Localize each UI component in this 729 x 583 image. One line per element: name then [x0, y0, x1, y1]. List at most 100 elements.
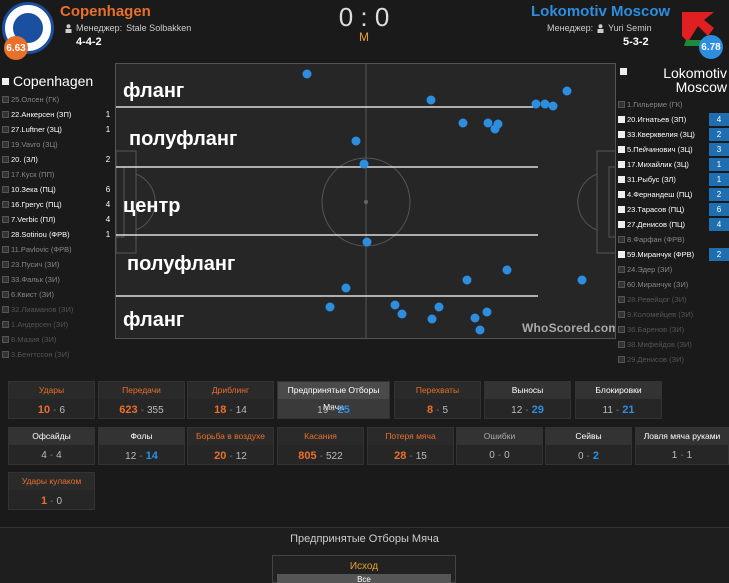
player-checkbox[interactable] [618, 176, 625, 183]
stat-box[interactable]: Фолы 12-14 [98, 427, 185, 465]
away-player-row[interactable]: 60.Миранчук (ЗИ) [618, 277, 729, 292]
stat-label: Борьба в воздухе [188, 428, 273, 445]
stat-box[interactable]: Сейвы 0-2 [545, 427, 632, 465]
home-player-row[interactable]: 33.Фальк (ЗИ) [2, 272, 114, 287]
player-checkbox[interactable] [2, 336, 9, 343]
home-player-row[interactable]: 10.Зека (ПЦ) 6 [2, 182, 114, 197]
stat-box[interactable]: Ловля мяча руками 1-1 [635, 427, 729, 465]
stat-box[interactable]: Удары 10-6 [8, 381, 95, 419]
stat-box[interactable]: Выносы 12-29 [484, 381, 571, 419]
stat-box[interactable]: Предпринятые Отборы Мяча 19-25 [277, 381, 390, 419]
player-checkbox[interactable] [618, 341, 625, 348]
outcome-filter-select[interactable]: Все [277, 574, 451, 583]
player-checkbox[interactable] [2, 291, 9, 298]
home-player-row[interactable]: 8.Мазия (ЗИ) [2, 332, 114, 347]
player-checkbox[interactable] [2, 171, 9, 178]
stat-box[interactable]: Офсайды 4-4 [8, 427, 95, 465]
home-player-row[interactable]: 23.Пусич (ЗИ) [2, 257, 114, 272]
away-player-row[interactable]: 24.Эдер (ЗИ) [618, 262, 729, 277]
stat-box[interactable]: Удары кулаком 1-0 [8, 472, 95, 510]
away-player-row[interactable]: 31.Рыбус (ЗЛ) 1 [618, 172, 729, 187]
away-player-row[interactable]: 33.Кверквелия (ЗЦ) 2 [618, 127, 729, 142]
away-player-row[interactable]: 23.Тарасов (ПЦ) 6 [618, 202, 729, 217]
stat-box[interactable]: Передачи 623-355 [98, 381, 185, 419]
home-player-row[interactable]: 7.Verbic (ПЛ) 4 [2, 212, 114, 227]
player-checkbox[interactable] [2, 96, 9, 103]
player-checkbox[interactable] [618, 326, 625, 333]
player-checkbox[interactable] [2, 201, 9, 208]
home-player-row[interactable]: 28.Sotiriou (ФРВ) 1 [2, 227, 114, 242]
stat-values: 0-0 [457, 450, 542, 461]
away-player-row[interactable]: 4.Фернандеш (ПЦ) 2 [618, 187, 729, 202]
home-player-row[interactable]: 32.Лиаманов (ЗИ) [2, 302, 114, 317]
away-player-row[interactable]: 5.Пейчинович (ЗЦ) 3 [618, 142, 729, 157]
away-player-row[interactable]: 28.Ревейцог (ЗИ) [618, 292, 729, 307]
away-team-name[interactable]: Lokomotiv Moscow [531, 3, 671, 20]
away-player-row[interactable]: 29.Денисов (ЗИ) [618, 352, 729, 367]
away-player-row[interactable]: 1.Гильерме (ГК) [618, 97, 729, 112]
player-checkbox[interactable] [2, 351, 9, 358]
player-checkbox[interactable] [618, 281, 625, 288]
home-lineup-checkbox[interactable] [2, 77, 9, 85]
player-checkbox[interactable] [618, 251, 625, 258]
player-checkbox[interactable] [618, 296, 625, 303]
player-checkbox[interactable] [618, 146, 625, 153]
player-checkbox[interactable] [618, 116, 625, 123]
stat-box[interactable]: Борьба в воздухе 20-12 [187, 427, 274, 465]
player-checkbox[interactable] [618, 206, 625, 213]
stat-box[interactable]: Касания 805-522 [277, 427, 364, 465]
home-player-row[interactable]: 16.Грегус (ПЦ) 4 [2, 197, 114, 212]
home-team-name[interactable]: Copenhagen [60, 3, 151, 20]
player-checkbox[interactable] [2, 111, 9, 118]
stat-box[interactable]: Потеря мяча 28-15 [367, 427, 454, 465]
stat-box[interactable]: Блокировки 11-21 [575, 381, 662, 419]
away-player-row[interactable]: 59.Миранчук (ФРВ) 2 [618, 247, 729, 262]
stat-box[interactable]: Дриблинг 18-14 [187, 381, 274, 419]
away-player-row[interactable]: 9.Коломейцев (ЗИ) [618, 307, 729, 322]
stat-values: 4-4 [9, 450, 94, 461]
player-checkbox[interactable] [2, 246, 9, 253]
player-checkbox[interactable] [2, 126, 9, 133]
home-player-row[interactable]: 11.Pavlovic (ФРВ) [2, 242, 114, 257]
player-checkbox[interactable] [2, 261, 9, 268]
player-checkbox[interactable] [618, 236, 625, 243]
player-checkbox[interactable] [618, 131, 625, 138]
away-player-row[interactable]: 27.Денисов (ПЦ) 4 [618, 217, 729, 232]
home-player-row[interactable]: 3.Бенгтссон (ЗИ) [2, 347, 114, 362]
player-checkbox[interactable] [2, 216, 9, 223]
away-lineup-checkbox[interactable] [620, 68, 627, 75]
home-player-row[interactable]: 27.Luftner (ЗЦ) 1 [2, 122, 114, 137]
player-checkbox[interactable] [2, 141, 9, 148]
away-player-row[interactable]: 17.Михайлик (ЗЦ) 1 [618, 157, 729, 172]
player-checkbox[interactable] [618, 221, 625, 228]
player-checkbox[interactable] [618, 311, 625, 318]
home-player-row[interactable]: 6.Квист (ЗИ) [2, 287, 114, 302]
stat-box[interactable]: Перехваты 8-5 [394, 381, 481, 419]
away-lineup-title: Lokomotiv Moscow [618, 66, 729, 94]
player-checkbox[interactable] [618, 356, 625, 363]
player-checkbox[interactable] [2, 156, 9, 163]
player-checkbox[interactable] [2, 186, 9, 193]
player-checkbox[interactable] [2, 231, 9, 238]
home-player-row[interactable]: 25.Олсен (ГК) [2, 92, 114, 107]
player-checkbox[interactable] [2, 276, 9, 283]
home-player-row[interactable]: 22.Анкерсен (ЗП) 1 [2, 107, 114, 122]
player-checkbox[interactable] [618, 191, 625, 198]
home-player-row[interactable]: 19.Vavro (ЗЦ) [2, 137, 114, 152]
stat-label: Блокировки [576, 382, 661, 399]
home-player-row[interactable]: 1.Андерсен (ЗИ) [2, 317, 114, 332]
player-checkbox[interactable] [618, 266, 625, 273]
away-player-row[interactable]: 36.Баренов (ЗИ) [618, 322, 729, 337]
section-title: Предпринятые Отборы Мяча [290, 533, 439, 545]
player-name: 28.Sotiriou (ФРВ) [11, 230, 70, 239]
player-checkbox[interactable] [618, 101, 625, 108]
player-checkbox[interactable] [2, 321, 9, 328]
home-player-row[interactable]: 20. (ЗЛ) 2 [2, 152, 114, 167]
away-player-row[interactable]: 20.Игнатьев (ЗП) 4 [618, 112, 729, 127]
away-player-row[interactable]: 38.Мифейдов (ЗИ) [618, 337, 729, 352]
away-player-row[interactable]: 8.Фарфан (ФРВ) [618, 232, 729, 247]
player-checkbox[interactable] [2, 306, 9, 313]
player-checkbox[interactable] [618, 161, 625, 168]
home-player-row[interactable]: 17.Куск (ПП) [2, 167, 114, 182]
stat-box[interactable]: Ошибки 0-0 [456, 427, 543, 465]
